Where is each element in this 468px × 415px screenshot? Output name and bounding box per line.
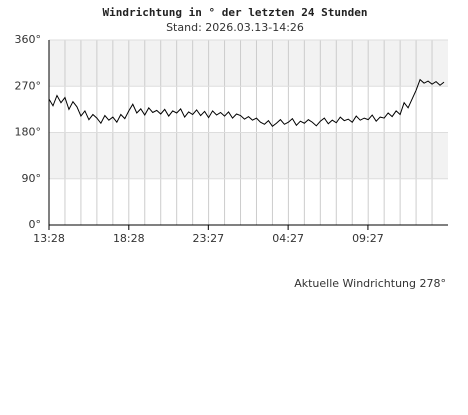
chart-title: Windrichtung in ° der letzten 24 Stunden xyxy=(103,6,368,19)
y-tick-label: 90° xyxy=(22,172,42,185)
x-tick-label: 18:28 xyxy=(113,232,145,245)
y-tick-label: 180° xyxy=(15,126,42,139)
x-tick-label: 04:27 xyxy=(272,232,304,245)
x-tick-label: 23:27 xyxy=(192,232,224,245)
y-tick-label: 360° xyxy=(15,33,42,46)
band xyxy=(49,132,448,179)
data-line xyxy=(48,78,445,128)
chart-subtitle: Stand: 2026.03.13-14:26 xyxy=(166,21,304,34)
band xyxy=(49,40,448,87)
annotation: Aktuelle Windrichtung 278° xyxy=(294,277,446,290)
y-tick-label: 0° xyxy=(29,218,42,231)
y-tick-label: 270° xyxy=(15,79,42,92)
x-tick-label: 09:27 xyxy=(352,232,384,245)
x-tick-label: 13:28 xyxy=(33,232,65,245)
